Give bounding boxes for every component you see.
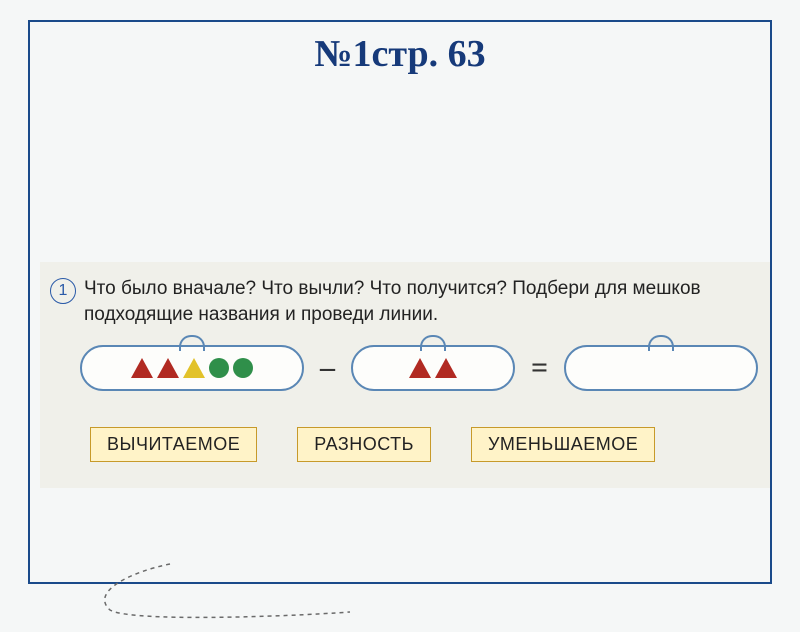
- triangle-icon: [409, 358, 431, 378]
- page-title: №1стр. 63: [30, 32, 770, 76]
- bags-row: – =: [80, 345, 760, 391]
- triangle-icon: [183, 358, 205, 378]
- triangle-icon: [131, 358, 153, 378]
- dashed-connector-icon: [80, 562, 380, 632]
- slide-frame: №1стр. 63 1 Что было вначале? Что вычли?…: [28, 20, 772, 584]
- triangle-icon: [157, 358, 179, 378]
- question-text: Что было вначале? Что вычли? Что получит…: [84, 276, 760, 327]
- question-row: 1 Что было вначале? Что вычли? Что получ…: [50, 276, 760, 327]
- bag-subtrahend: [351, 345, 515, 391]
- bag-body: [351, 345, 515, 391]
- bag-handle-icon: [420, 335, 446, 351]
- equals-operator: =: [529, 351, 550, 385]
- circle-icon: [233, 358, 253, 378]
- bag-handle-icon: [648, 335, 674, 351]
- triangle-icon: [435, 358, 457, 378]
- exercise-number: 1: [50, 278, 76, 304]
- bag-body: [564, 345, 758, 391]
- label-subtrahend[interactable]: ВЫЧИТАЕМОЕ: [90, 427, 257, 462]
- bag-body: [80, 345, 304, 391]
- label-minuend[interactable]: УМЕНЬШАЕМОЕ: [471, 427, 655, 462]
- label-difference[interactable]: РАЗНОСТЬ: [297, 427, 431, 462]
- bag-minuend: [80, 345, 304, 391]
- minus-operator: –: [318, 351, 337, 385]
- bag-result: [564, 345, 758, 391]
- labels-row: ВЫЧИТАЕМОЕ РАЗНОСТЬ УМЕНЬШАЕМОЕ: [90, 427, 760, 462]
- circle-icon: [209, 358, 229, 378]
- exercise-block: 1 Что было вначале? Что вычли? Что получ…: [40, 262, 770, 488]
- bag-handle-icon: [179, 335, 205, 351]
